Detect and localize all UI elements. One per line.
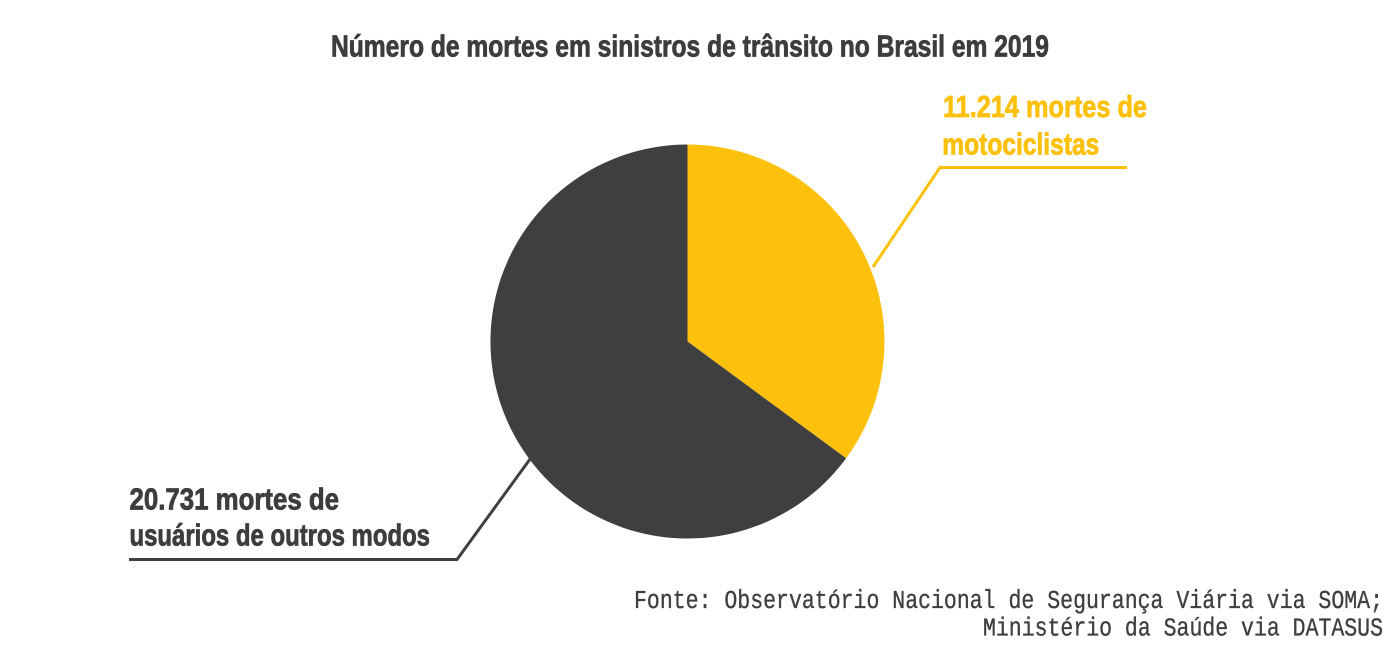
svg-text:motociclistas: motociclistas [942,128,1099,162]
svg-text:Número de mortes em sinistros: Número de mortes em sinistros de trânsit… [331,30,1049,63]
svg-text:usuários de outros modos: usuários de outros modos [130,519,431,553]
svg-text:11.214 mortes de: 11.214 mortes de [943,90,1147,124]
svg-text:Ministério da Saúde via DATASU: Ministério da Saúde via DATASUS [983,615,1383,644]
svg-text:20.731 mortes de: 20.731 mortes de [130,482,340,516]
svg-text:Fonte: Observatório Nacional d: Fonte: Observatório Nacional de Seguranç… [634,587,1383,616]
